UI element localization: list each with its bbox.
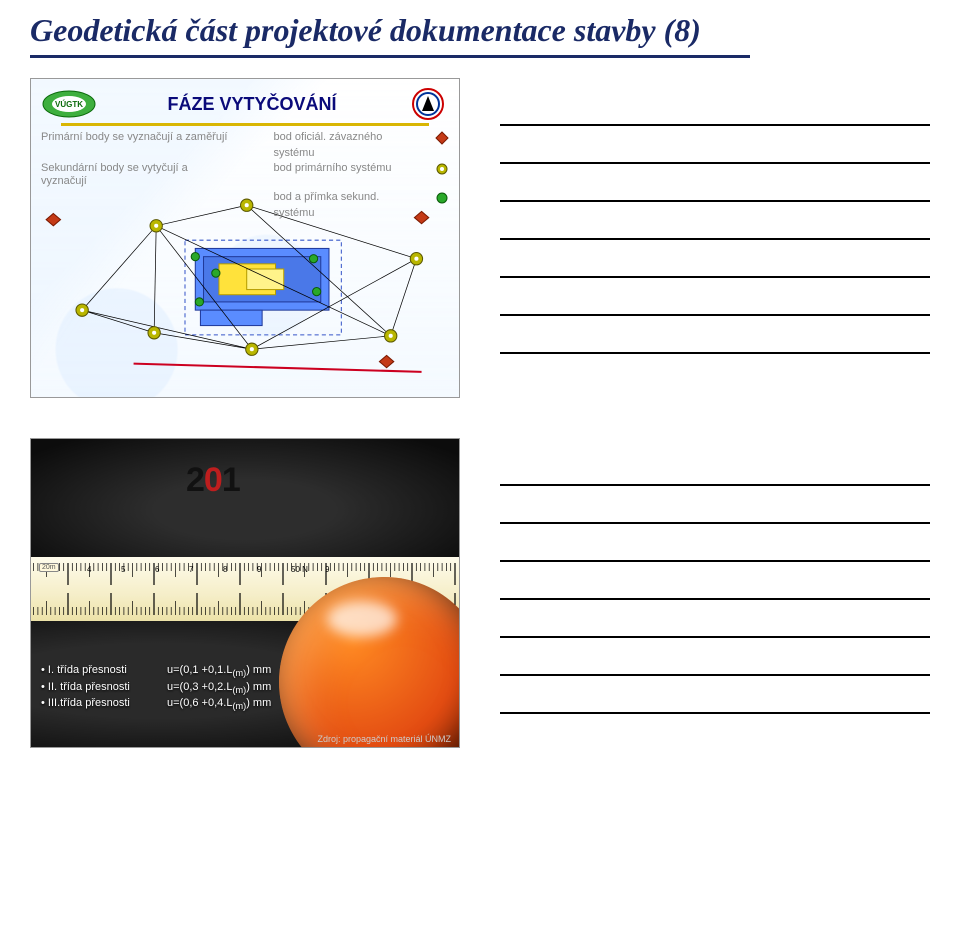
legend-row: • I. třída přesnosti u=(0,1 +0,1.L(m)) mm bbox=[41, 663, 271, 680]
ruler-start-label: 20m bbox=[39, 563, 59, 572]
right-line-0: bod oficiál. závazného bbox=[274, 131, 398, 145]
photo-source-footer: Zdroj: propagační materiál ÚNMZ bbox=[317, 734, 451, 744]
left-line-1: Sekundární body se vytyčují a vyznačují bbox=[41, 162, 236, 188]
bignum-0: 0 bbox=[204, 461, 222, 499]
svg-text:9: 9 bbox=[257, 565, 262, 574]
writing-line bbox=[500, 88, 930, 126]
slide-header: VÚGTK FÁZE VYTYČOVÁNÍ bbox=[41, 87, 449, 121]
bottom-row: 345678950 N9 20m 201 • I. třída přesnost… bbox=[30, 438, 930, 748]
writing-line bbox=[500, 126, 930, 164]
writing-line bbox=[500, 524, 930, 562]
slide-panel: VÚGTK FÁZE VYTYČOVÁNÍ Primární body se v… bbox=[30, 78, 460, 398]
slide-body-text: Primární body se vyznačují a zaměřují bo… bbox=[41, 130, 449, 221]
right-line-2: bod primárního systému bbox=[274, 162, 398, 188]
bignum-1: 1 bbox=[222, 461, 240, 499]
writing-line bbox=[500, 240, 930, 278]
svg-text:5: 5 bbox=[121, 565, 126, 574]
writing-line bbox=[500, 600, 930, 638]
writing-line bbox=[500, 202, 930, 240]
logo-right-icon bbox=[407, 87, 449, 121]
svg-text:8: 8 bbox=[223, 565, 228, 574]
left-line-0: Primární body se vyznačují a zaměřují bbox=[41, 131, 236, 145]
bubble-highlight bbox=[327, 601, 397, 637]
legend-value: u=(0,3 +0,2.L(m)) mm bbox=[167, 680, 271, 697]
logo-left-text: VÚGTK bbox=[55, 100, 83, 109]
writing-line bbox=[500, 638, 930, 676]
legend-label: • I. třída přesnosti bbox=[41, 663, 149, 680]
slide-divider bbox=[61, 123, 429, 126]
svg-text:9: 9 bbox=[325, 565, 330, 574]
writing-line bbox=[500, 278, 930, 316]
writing-line bbox=[500, 486, 930, 524]
svg-text:4: 4 bbox=[87, 565, 92, 574]
legend-label: • III.třída přesnosti bbox=[41, 696, 149, 713]
svg-text:50 N: 50 N bbox=[291, 565, 308, 574]
svg-text:6: 6 bbox=[155, 565, 160, 574]
right-line-4: systému bbox=[274, 207, 398, 220]
ruler-big-number: 201 bbox=[186, 461, 240, 500]
writing-line bbox=[500, 676, 930, 714]
lines-top bbox=[460, 78, 930, 398]
writing-line bbox=[500, 316, 930, 354]
bignum-2: 2 bbox=[186, 461, 204, 499]
svg-text:7: 7 bbox=[189, 565, 194, 574]
vugtk-logo-icon: VÚGTK bbox=[41, 89, 97, 119]
legend-value: u=(0,6 +0,4.L(m)) mm bbox=[167, 696, 271, 713]
network-diagram bbox=[41, 197, 460, 377]
legend-primary-icon bbox=[435, 162, 449, 176]
page-root: Geodetická část projektové dokumentace s… bbox=[0, 0, 960, 930]
lines-bottom bbox=[460, 438, 930, 748]
logo-left: VÚGTK bbox=[41, 89, 97, 119]
right-line-3: bod a přímka sekund. bbox=[274, 191, 398, 205]
title-underline bbox=[30, 55, 750, 58]
legend-label: • II. třída přesnosti bbox=[41, 680, 149, 697]
legend-secondary-icon bbox=[435, 191, 449, 205]
slide-title: FÁZE VYTYČOVÁNÍ bbox=[97, 94, 407, 115]
right-line-1: systému bbox=[274, 147, 398, 160]
legend-row: • II. třída přesnosti u=(0,3 +0,2.L(m)) m… bbox=[41, 680, 271, 697]
writing-line bbox=[500, 164, 930, 202]
leather-top bbox=[31, 439, 459, 557]
legend-diamond-icon bbox=[435, 131, 449, 145]
accuracy-legend: • I. třída přesnosti u=(0,1 +0,1.L(m)) mm… bbox=[41, 663, 271, 713]
writing-line bbox=[500, 448, 930, 486]
legend-row: • III.třída přesnosti u=(0,6 +0,4.L(m)) m… bbox=[41, 696, 271, 713]
top-row: VÚGTK FÁZE VYTYČOVÁNÍ Primární body se v… bbox=[30, 78, 930, 398]
writing-line bbox=[500, 562, 930, 600]
page-title: Geodetická část projektové dokumentace s… bbox=[30, 12, 930, 49]
legend-value: u=(0,1 +0,1.L(m)) mm bbox=[167, 663, 271, 680]
photo-panel: 345678950 N9 20m 201 • I. třída přesnost… bbox=[30, 438, 460, 748]
